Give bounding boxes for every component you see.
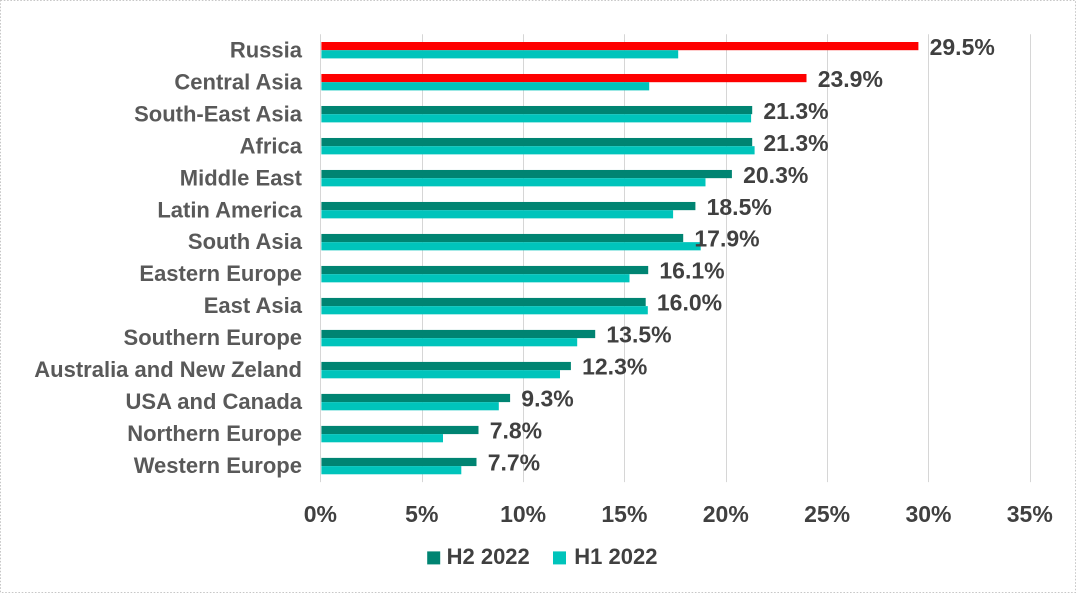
svg-text:7.7%: 7.7% xyxy=(488,450,540,476)
svg-text:16.0%: 16.0% xyxy=(657,290,722,316)
svg-text:9.3%: 9.3% xyxy=(521,386,573,412)
svg-text:Africa: Africa xyxy=(240,133,303,158)
svg-text:7.8%: 7.8% xyxy=(490,418,542,444)
svg-text:East Asia: East Asia xyxy=(204,293,303,318)
svg-text:Southern Europe: Southern Europe xyxy=(124,325,302,350)
svg-text:USA and Canada: USA and Canada xyxy=(126,389,303,414)
svg-text:25%: 25% xyxy=(804,501,850,527)
svg-text:30%: 30% xyxy=(905,501,951,527)
svg-text:South-East Asia: South-East Asia xyxy=(134,101,303,126)
svg-text:29.5%: 29.5% xyxy=(930,34,995,60)
svg-text:10%: 10% xyxy=(500,501,546,527)
svg-text:15%: 15% xyxy=(601,501,647,527)
svg-text:21.3%: 21.3% xyxy=(763,130,828,156)
svg-text:South Asia: South Asia xyxy=(188,229,303,254)
svg-text:0%: 0% xyxy=(304,501,337,527)
svg-text:H2 2022: H2 2022 xyxy=(447,544,530,569)
svg-text:Middle East: Middle East xyxy=(180,165,303,190)
svg-text:21.3%: 21.3% xyxy=(763,98,828,124)
svg-text:Central Asia: Central Asia xyxy=(174,69,302,94)
svg-text:20.3%: 20.3% xyxy=(743,162,808,188)
svg-text:18.5%: 18.5% xyxy=(707,194,772,220)
svg-text:Eastern Europe: Eastern Europe xyxy=(139,261,302,286)
svg-text:Australia and New Zeland: Australia and New Zeland xyxy=(34,357,302,382)
svg-text:Latin America: Latin America xyxy=(157,197,302,222)
svg-text:H1 2022: H1 2022 xyxy=(574,544,657,569)
svg-text:Northern Europe: Northern Europe xyxy=(127,421,302,446)
svg-text:Russia: Russia xyxy=(230,37,303,62)
svg-text:35%: 35% xyxy=(1007,501,1053,527)
svg-text:Western Europe: Western Europe xyxy=(134,453,302,478)
svg-text:5%: 5% xyxy=(405,501,438,527)
svg-text:20%: 20% xyxy=(703,501,749,527)
svg-text:23.9%: 23.9% xyxy=(818,66,883,92)
svg-text:13.5%: 13.5% xyxy=(606,322,671,348)
svg-text:16.1%: 16.1% xyxy=(659,258,724,284)
svg-text:17.9%: 17.9% xyxy=(694,226,759,252)
svg-text:12.3%: 12.3% xyxy=(582,354,647,380)
